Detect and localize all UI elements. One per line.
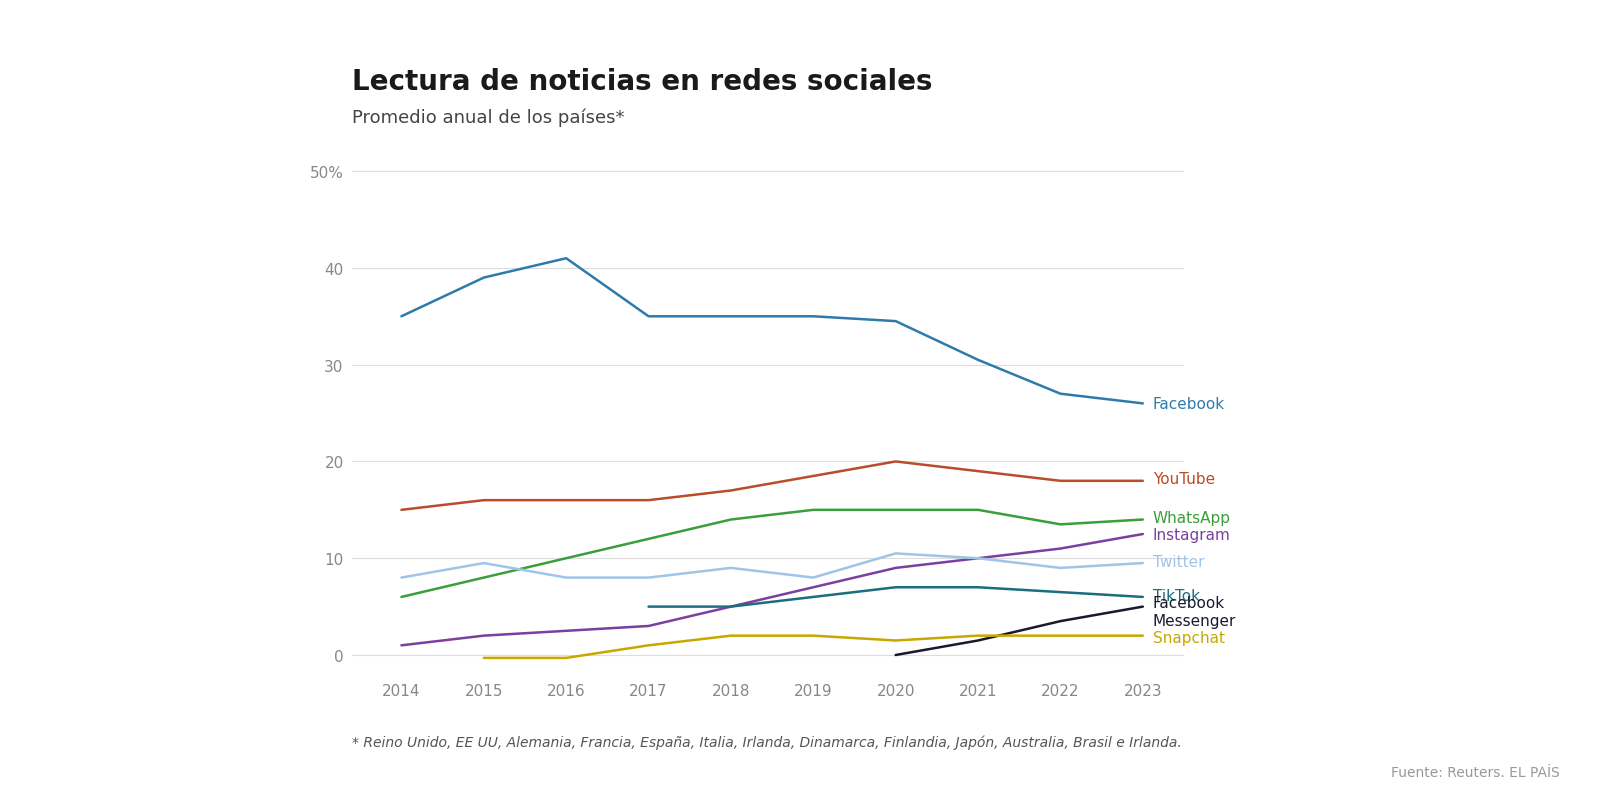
Text: Facebook
Messenger: Facebook Messenger <box>1152 596 1237 628</box>
Text: Snapchat: Snapchat <box>1152 630 1224 646</box>
Text: Fuente: Reuters. EL PAÍS: Fuente: Reuters. EL PAÍS <box>1392 765 1560 779</box>
Text: Facebook: Facebook <box>1152 397 1226 411</box>
Text: Twitter: Twitter <box>1152 554 1205 569</box>
Text: YouTube: YouTube <box>1152 472 1214 487</box>
Text: WhatsApp: WhatsApp <box>1152 511 1230 525</box>
Text: Promedio anual de los países*: Promedio anual de los países* <box>352 108 624 127</box>
Text: Lectura de noticias en redes sociales: Lectura de noticias en redes sociales <box>352 68 933 96</box>
Text: Instagram: Instagram <box>1152 527 1230 542</box>
Text: TikTok: TikTok <box>1152 588 1200 603</box>
Text: * Reino Unido, EE UU, Alemania, Francia, España, Italia, Irlanda, Dinamarca, Fin: * Reino Unido, EE UU, Alemania, Francia,… <box>352 735 1182 749</box>
